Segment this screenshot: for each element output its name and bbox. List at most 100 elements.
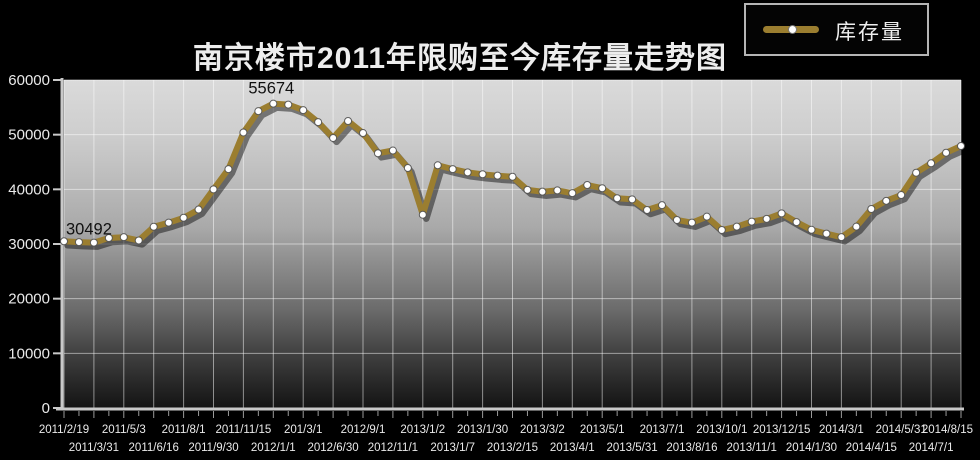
chart-title: 南京楼市2011年限购至今库存量走势图 [192, 42, 728, 75]
data-point-marker [164, 218, 173, 227]
data-point-marker [478, 170, 487, 179]
data-point-marker [523, 185, 532, 194]
data-point-marker [867, 205, 876, 214]
x-axis-label: 2012/6/30 [308, 442, 359, 454]
data-point-marker [314, 118, 323, 127]
x-axis-label: 2014/8/15 [922, 424, 973, 436]
x-axis-label: 2014/3/1 [819, 424, 864, 436]
data-point-marker [762, 214, 771, 223]
x-axis-label: 2013/1/7 [430, 442, 475, 454]
x-axis-label: 2013/8/16 [666, 442, 717, 454]
x-axis-label: 2013/3/2 [520, 424, 565, 436]
data-point-marker [149, 222, 158, 231]
x-axis-label: 2014/7/1 [909, 442, 954, 454]
y-axis-label: 0 [42, 400, 50, 417]
x-axis-label: 2013/11/1 [727, 442, 777, 454]
y-axis-label: 50000 [8, 127, 50, 144]
data-point-marker [299, 106, 308, 115]
data-point-marker [74, 238, 83, 247]
x-axis-label: 2013/5/1 [580, 424, 625, 436]
x-axis-label: 2011/3/31 [69, 442, 119, 454]
y-axis-label: 40000 [8, 181, 50, 198]
data-point-marker [598, 184, 607, 193]
x-axis-label: 2014/1/30 [786, 442, 837, 454]
data-point-marker [792, 218, 801, 227]
x-axis-label: 2014/4/15 [846, 442, 897, 454]
x-axis-label: 201/3/1 [284, 424, 322, 436]
x-axis-label: 2011/5/3 [102, 424, 146, 436]
x-axis-label: 2013/2/15 [487, 442, 538, 454]
x-axis-label: 2011/8/1 [162, 424, 206, 436]
y-axis-label: 20000 [8, 291, 50, 308]
data-point-marker [209, 185, 218, 194]
x-axis-label: 2012/1/1 [251, 442, 296, 454]
data-point-marker [463, 168, 472, 177]
data-point-marker [284, 100, 293, 109]
data-point-marker [717, 226, 726, 235]
data-point-marker [89, 238, 98, 247]
data-point-marker [194, 205, 203, 214]
data-point-marker [418, 210, 427, 219]
data-point-marker [119, 233, 128, 242]
y-axis-label: 10000 [8, 345, 50, 362]
x-axis-label: 2013/1/2 [400, 424, 445, 436]
data-point-marker [957, 141, 965, 150]
data-point-marker [493, 171, 502, 180]
data-point-marker [373, 149, 382, 158]
x-axis-label: 2013/7/1 [640, 424, 685, 436]
y-axis-label: 60000 [8, 72, 50, 89]
data-point-marker [702, 212, 711, 221]
x-axis-label: 2013/5/31 [607, 442, 658, 454]
data-point-marker [942, 148, 951, 157]
data-point-marker [927, 159, 936, 168]
data-point-marker [329, 133, 338, 142]
data-point-marker [359, 129, 367, 138]
data-point-marker [583, 180, 592, 189]
x-axis-label: 2013/4/1 [550, 442, 595, 454]
data-point-marker [777, 209, 786, 218]
x-axis-label: 2013/1/30 [457, 424, 508, 436]
data-point-marker [837, 233, 846, 242]
x-axis-label: 2011/11/15 [215, 424, 271, 436]
data-point-marker [254, 107, 263, 116]
data-point-marker [538, 187, 547, 196]
x-axis-label: 2014/5/31 [876, 424, 927, 436]
x-axis-label: 2011/9/30 [188, 442, 238, 454]
data-point-marker [134, 236, 143, 245]
x-axis-label: 2013/10/1 [696, 424, 747, 436]
data-point-marker [912, 168, 921, 177]
legend-label: 库存量 [835, 21, 904, 44]
x-axis-label: 2013/12/15 [753, 424, 811, 436]
x-axis-label: 2011/6/16 [129, 442, 179, 454]
data-point-marker [508, 172, 517, 181]
data-point-marker [104, 233, 113, 242]
data-point-marker [852, 222, 861, 231]
data-point-marker [672, 215, 681, 224]
data-point-marker [239, 128, 248, 137]
data-point-label: 30492 [66, 220, 112, 238]
x-axis-label: 2012/11/1 [368, 442, 418, 454]
y-axis-label: 30000 [8, 236, 50, 253]
x-axis-label: 2012/9/1 [341, 424, 386, 436]
data-point-marker [60, 237, 68, 246]
data-point-marker [403, 164, 412, 173]
data-point-marker [269, 99, 278, 108]
data-point-marker [224, 165, 233, 174]
legend-marker-icon [788, 25, 797, 34]
data-point-marker [643, 205, 652, 214]
data-point-marker [882, 196, 891, 205]
legend: 库存量 [744, 3, 929, 56]
data-point-marker [568, 189, 577, 198]
data-point-marker [433, 161, 442, 170]
data-point-marker [344, 117, 353, 125]
data-point-marker [807, 225, 816, 234]
data-point-marker [897, 191, 906, 200]
data-point-marker [747, 217, 756, 226]
data-point-marker [613, 194, 622, 203]
data-point-marker [388, 146, 397, 155]
data-point-label: 55674 [248, 80, 294, 98]
data-point-marker [732, 222, 741, 231]
data-point-marker [658, 201, 666, 210]
